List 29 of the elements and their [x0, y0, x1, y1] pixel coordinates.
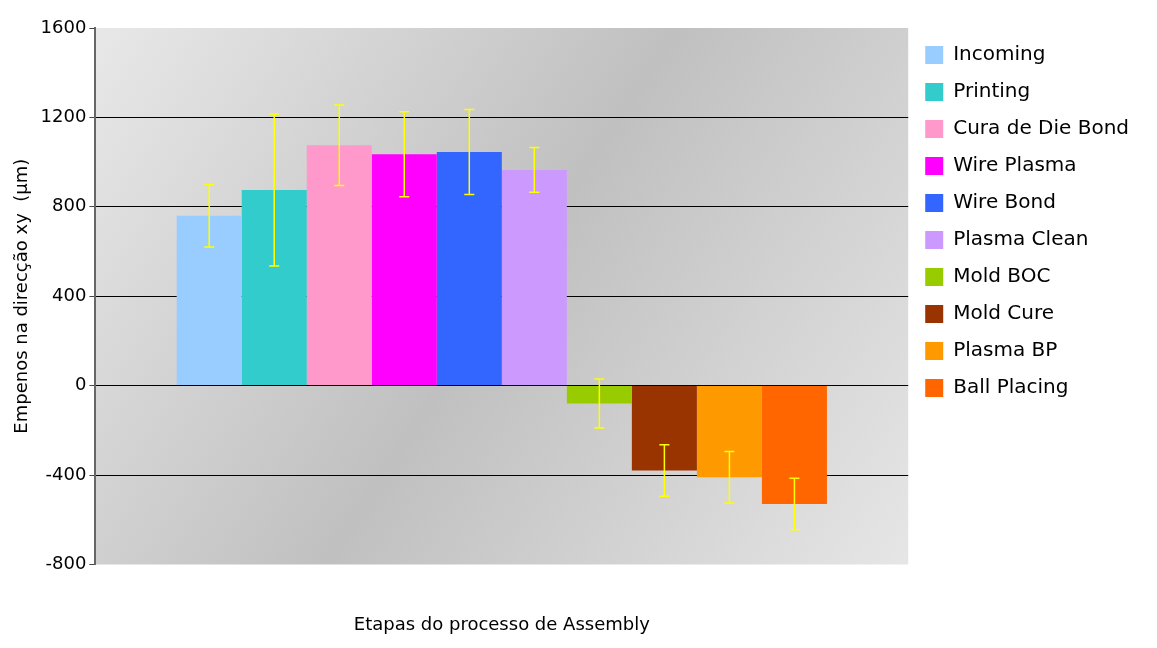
legend-label: Printing	[953, 78, 1031, 103]
y-tick-label: 0	[74, 373, 87, 395]
legend-label: Wire Bond	[953, 189, 1056, 214]
legend-label: Incoming	[953, 41, 1046, 66]
legend-label: Plasma BP	[953, 337, 1058, 362]
y-tick-label: -400	[45, 462, 87, 484]
legend-label: Mold BOC	[953, 263, 1051, 288]
bar	[566, 386, 632, 404]
y-tick-label: 1200	[40, 105, 87, 127]
bar	[241, 190, 307, 386]
legend-label: Wire Plasma	[953, 152, 1077, 177]
legend-label: Ball Placing	[953, 374, 1069, 399]
legend-label: Plasma Clean	[953, 226, 1089, 251]
y-axis-title: Empenos na direcção xy (µm)	[10, 158, 32, 434]
bar	[371, 154, 437, 386]
y-tick-label: 400	[52, 283, 87, 305]
y-tick-label: 800	[52, 194, 87, 216]
legend-label: Mold Cure	[953, 300, 1055, 325]
x-axis-title: Etapas do processo de Assembly	[353, 612, 651, 634]
y-tick-label: 1600	[40, 15, 87, 37]
bar	[176, 215, 242, 386]
bar	[761, 386, 827, 505]
bar	[436, 152, 502, 386]
bar	[501, 169, 567, 386]
y-tick-label: -800	[45, 552, 87, 574]
bar	[631, 386, 697, 471]
bar	[696, 386, 762, 478]
legend-label: Cura de Die Bond	[953, 115, 1129, 140]
bar	[306, 145, 372, 386]
